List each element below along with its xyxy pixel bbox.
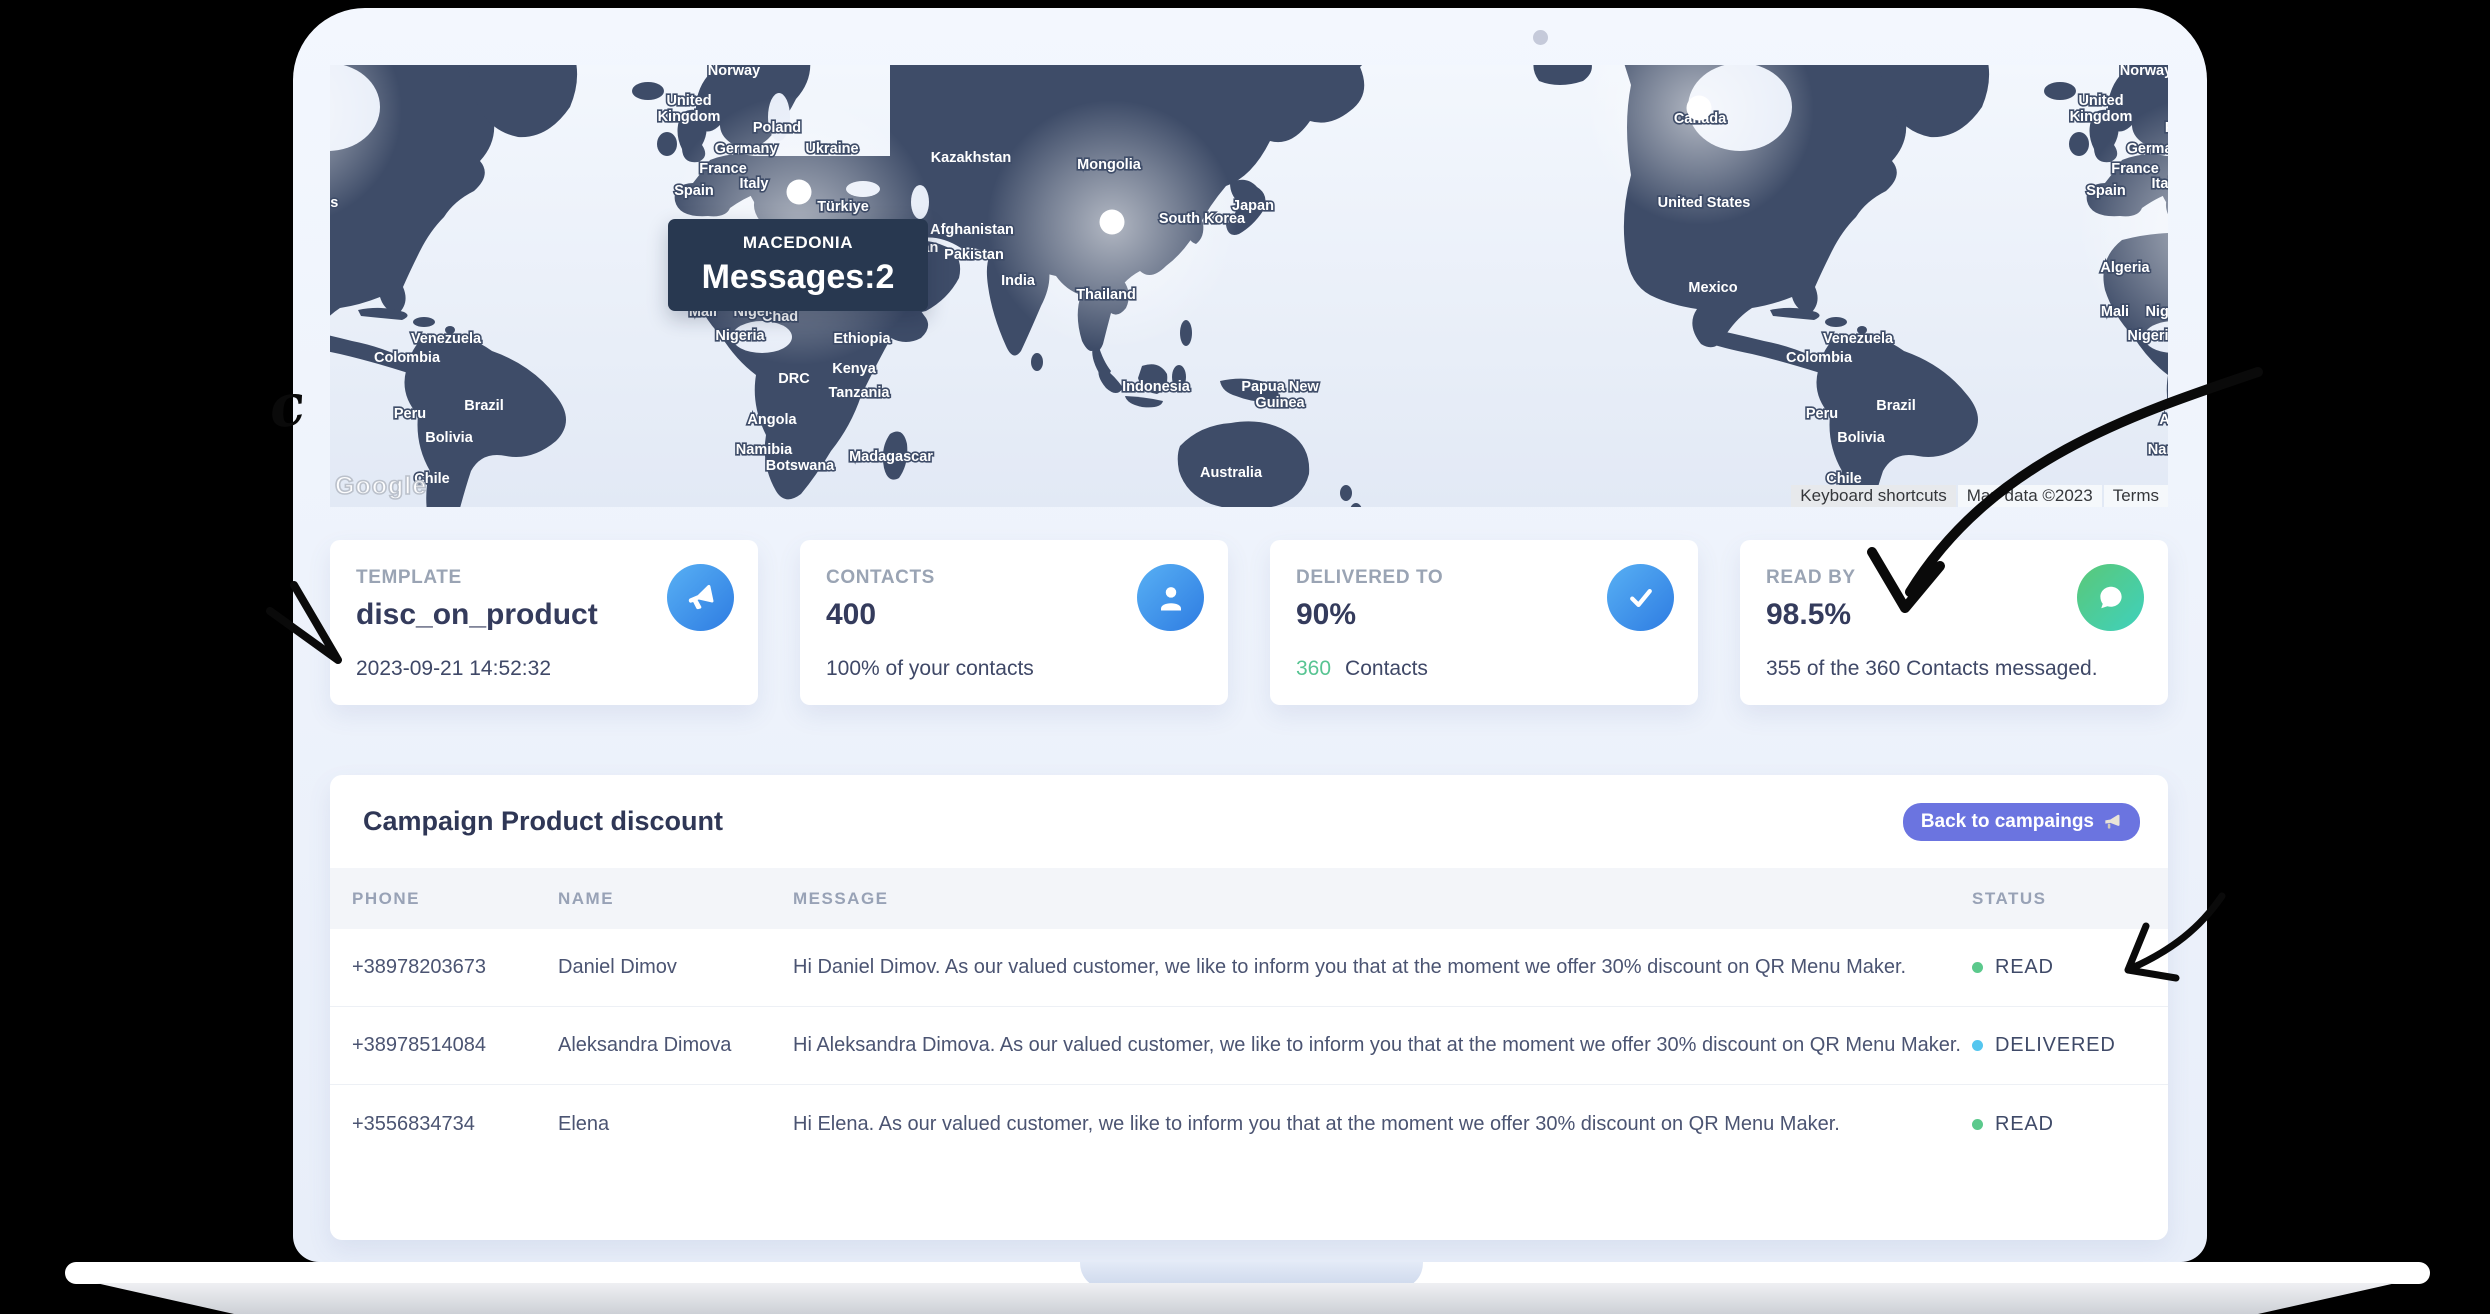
keyboard-shortcuts-button[interactable]: Keyboard shortcuts (1791, 485, 1956, 507)
laptop-screen: CanadaUnited StatesMexicoVenezuelaColomb… (293, 8, 2207, 1262)
stat-card-contacts: CONTACTS 400 100% of your contacts (800, 540, 1228, 705)
cell-phone: +3556834734 (352, 1112, 475, 1135)
google-watermark[interactable]: Google (334, 471, 428, 501)
stat-card-delivered: DELIVERED TO 90% 360 Contacts (1270, 540, 1698, 705)
laptop-base-bottom (96, 1283, 2396, 1314)
check-circle-icon (1607, 564, 1674, 631)
back-to-campaigns-button[interactable]: Back to campaings (1902, 802, 2140, 841)
column-header-status: STATUS (1972, 888, 2047, 908)
back-button-label: Back to campaings (1920, 810, 2094, 832)
world-map[interactable]: CanadaUnited StatesMexicoVenezuelaColomb… (330, 65, 2168, 507)
column-header-name: NAME (558, 888, 615, 908)
user-icon (1137, 564, 1204, 631)
cell-message: Hi Aleksandra Dimova. As our valued cust… (793, 1034, 1961, 1056)
stat-subtext: 100% of your contacts (826, 657, 1034, 680)
cell-name: Daniel Dimov (558, 956, 677, 978)
stat-subtext: 2023-09-21 14:52:32 (356, 657, 551, 680)
status-label: READ (1995, 956, 2054, 978)
table-row: +38978203673 Daniel Dimov Hi Daniel Dimov.… (330, 929, 2168, 1007)
cell-phone: +38978514084 (352, 1034, 487, 1056)
campaign-title: Campaign Product discount (363, 806, 724, 836)
campaign-card: Campaign Product discount Back to campai… (330, 775, 2168, 1240)
map-data-label: Map data ©2023 (1957, 485, 2102, 507)
laptop-camera-dot (1533, 30, 1548, 45)
stat-subtext: 360 Contacts (1296, 657, 1428, 681)
stat-card-read: READ BY 98.5% 355 of the 360 Contacts me… (1740, 540, 2168, 705)
status-label: READ (1995, 1112, 2054, 1135)
cell-message: Hi Elena. As our valued customer, we lik… (793, 1112, 1840, 1135)
table-row: +3556834734 Elena Hi Elena. As our valued … (330, 1085, 2168, 1163)
cell-status: READ (1972, 956, 2146, 979)
status-dot (1972, 1118, 1983, 1130)
stat-label: TEMPLATE (356, 567, 462, 588)
stat-value: 98.5% (1766, 598, 1852, 631)
terms-link[interactable]: Terms (2103, 485, 2168, 507)
table-body: +38978203673 Daniel Dimov Hi Daniel Dimov.… (330, 929, 2168, 1163)
stat-value: disc_on_product (356, 598, 598, 631)
cell-message: Hi Daniel Dimov. As our valued customer,… (793, 956, 1907, 978)
table-header-row: PHONE NAME MESSAGE STATUS (330, 868, 2168, 929)
status-label: DELIVERED (1995, 1034, 2116, 1056)
map-attribution: Keyboard shortcuts Map data ©2023 Terms (1791, 485, 2168, 507)
stat-label: READ BY (1766, 567, 1856, 588)
stat-label: CONTACTS (826, 567, 935, 588)
status-dot (1972, 1040, 1983, 1051)
stat-value: 90% (1296, 598, 1357, 631)
delivered-count: 360 (1296, 657, 1332, 680)
tooltip-country: MACEDONIA (742, 233, 854, 252)
delivered-unit: Contacts (1345, 657, 1428, 680)
cell-phone: +38978203673 (352, 956, 487, 978)
cell-name: Elena (558, 1112, 610, 1135)
column-header-message: MESSAGE (793, 888, 889, 908)
chat-bubble-icon (2077, 564, 2144, 631)
stats-row: TEMPLATE disc_on_product 2023-09-21 14:5… (330, 540, 2168, 705)
stat-subtext: 355 of the 360 Contacts messaged. (1766, 657, 2098, 680)
map-tooltip: MACEDONIA Messages:2 (668, 219, 928, 311)
megaphone-emoji-icon (2105, 814, 2120, 829)
megaphone-icon (667, 564, 734, 631)
cell-name: Aleksandra Dimova (558, 1034, 732, 1056)
status-dot (1972, 962, 1983, 973)
stat-value: 400 (826, 598, 877, 631)
campaign-header: Campaign Product discount Back to campai… (330, 775, 2168, 868)
cell-status: READ (1972, 1113, 2146, 1136)
cell-status: DELIVERED (1972, 1034, 2146, 1057)
column-header-phone: PHONE (352, 888, 420, 908)
table-row: +38978514084 Aleksandra Dimova Hi Aleksand… (330, 1007, 2168, 1085)
tooltip-messages: Messages:2 (701, 258, 895, 296)
stat-label: DELIVERED TO (1296, 567, 1444, 588)
stat-card-template: TEMPLATE disc_on_product 2023-09-21 14:5… (330, 540, 758, 705)
